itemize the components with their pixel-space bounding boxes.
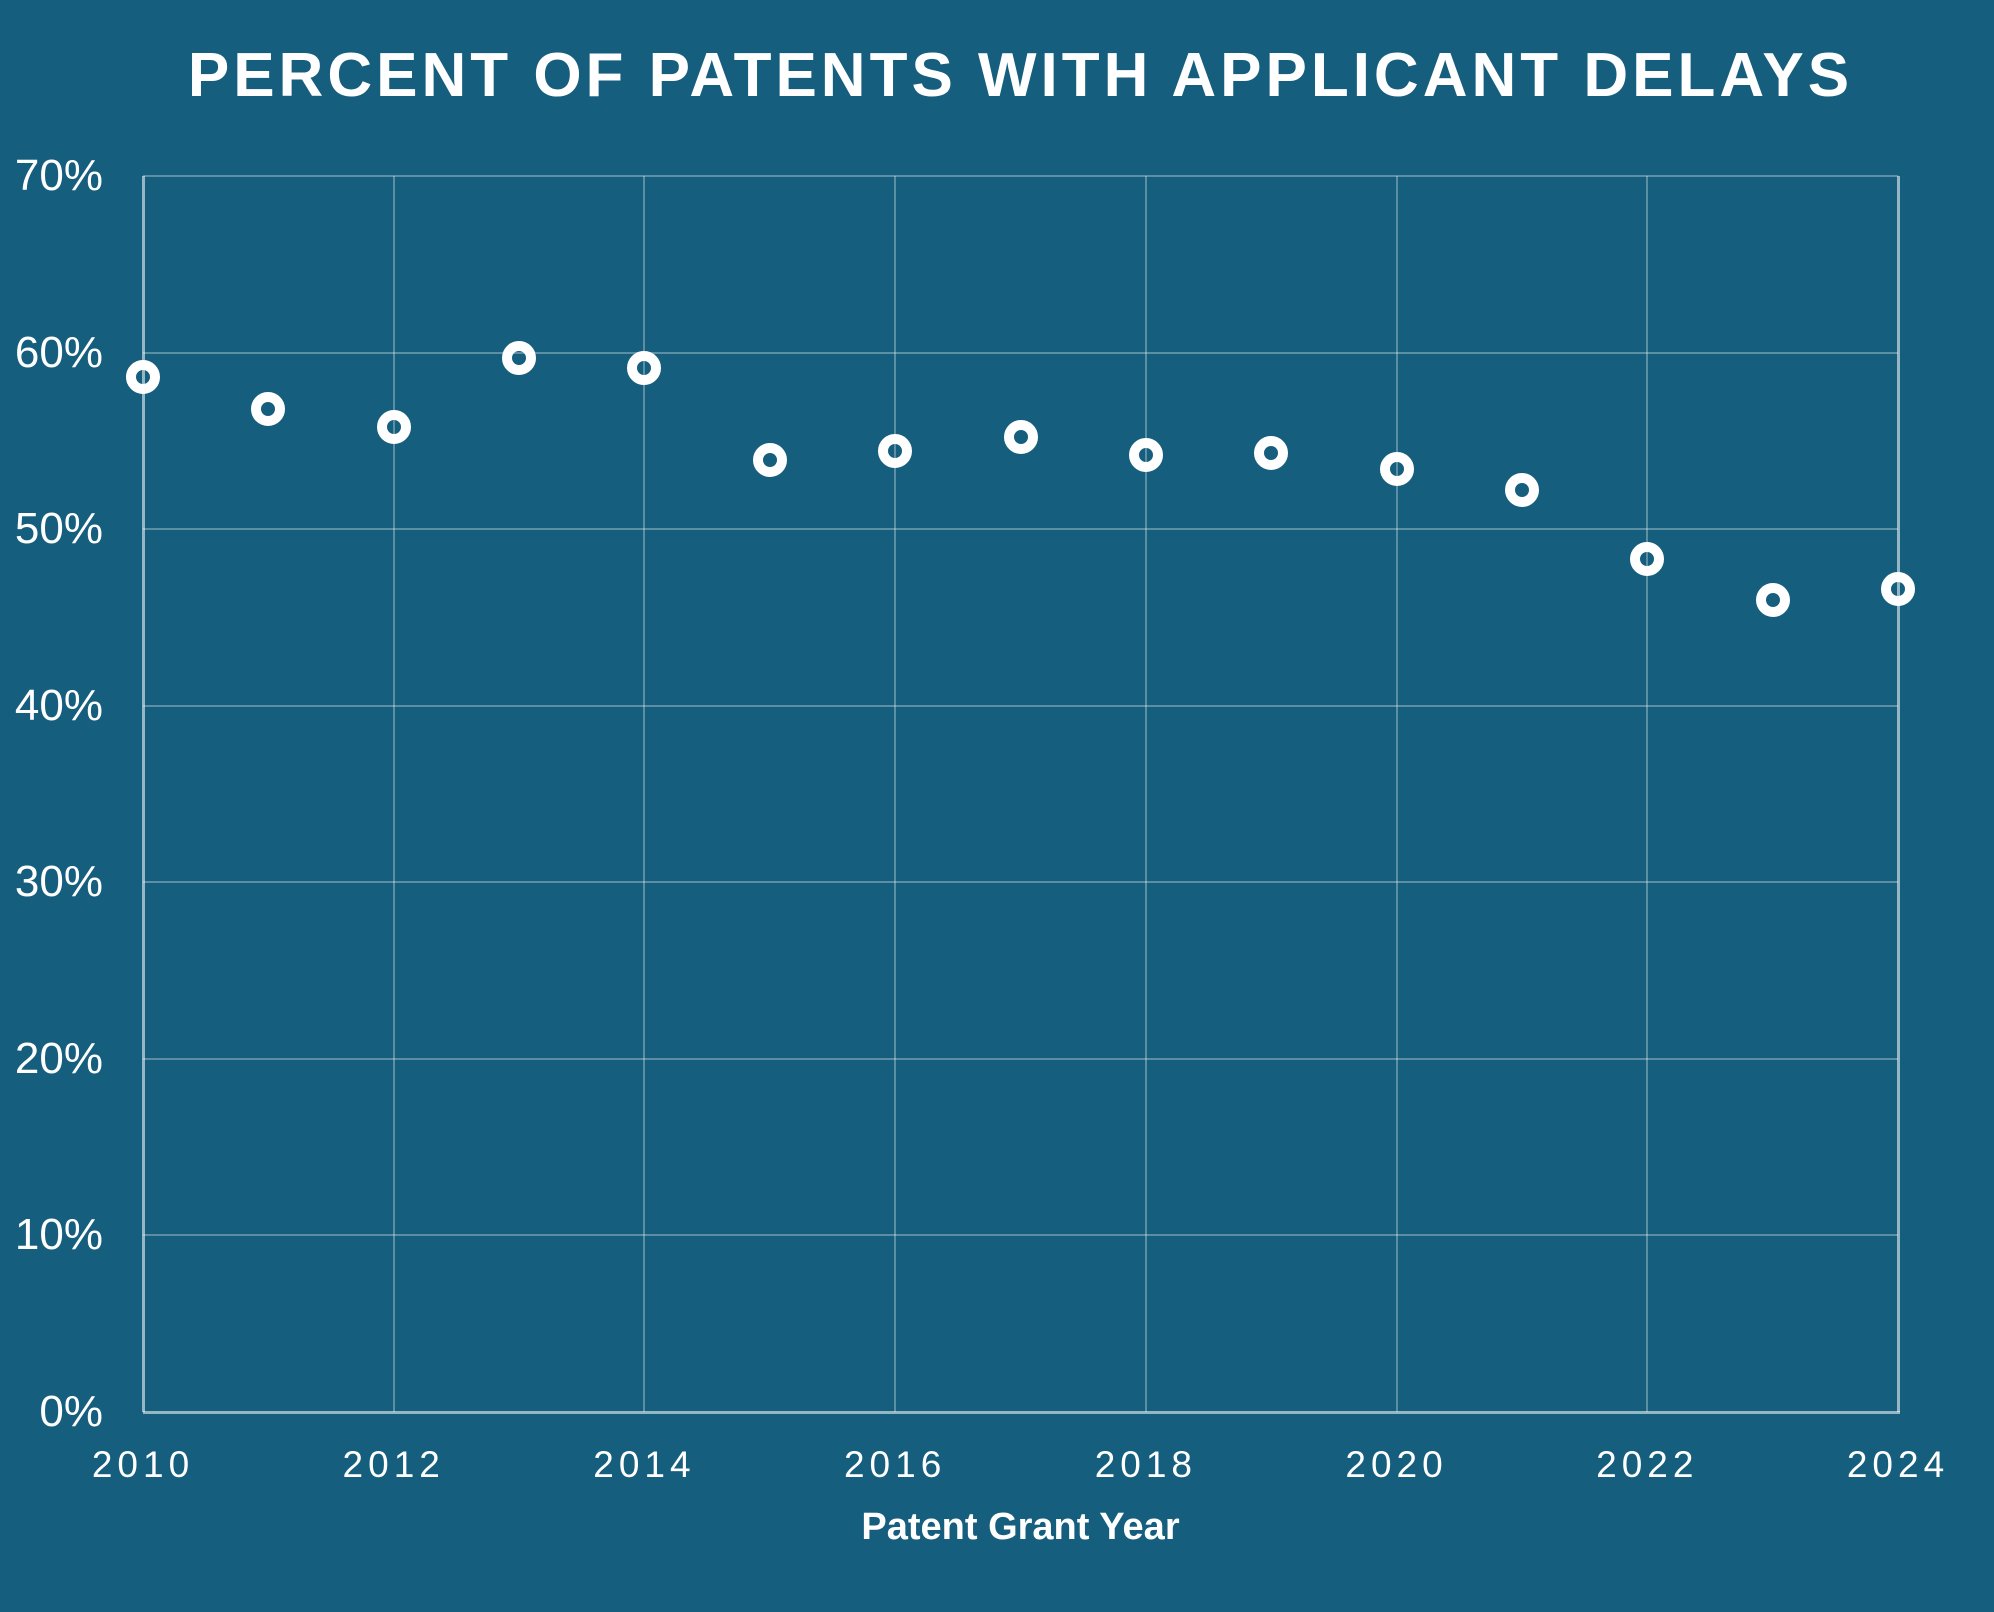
data-point-2019 <box>1254 436 1289 471</box>
gridline-y-20 <box>143 1057 1898 1060</box>
right-axis-line <box>1897 176 1900 1412</box>
gridline-y-70 <box>143 175 1898 177</box>
gridline-x-2022 <box>1646 176 1649 1412</box>
y-tick-label-40: 40% <box>14 680 103 730</box>
data-point-2022 <box>1630 542 1665 577</box>
gridline-y-50 <box>143 528 1898 531</box>
y-tick-label-60: 60% <box>14 327 103 377</box>
gridline-x-2012 <box>392 176 395 1412</box>
data-point-2015 <box>752 443 787 478</box>
gridline-x-2014 <box>643 176 646 1412</box>
x-axis-line <box>143 1411 1900 1414</box>
gridline-y-10 <box>143 1234 1898 1237</box>
data-point-2023 <box>1755 582 1790 617</box>
y-tick-label-10: 10% <box>14 1210 103 1260</box>
x-tick-label-2016: 2016 <box>843 1444 947 1485</box>
gridline-y-30 <box>143 881 1898 884</box>
gridline-y-60 <box>143 351 1898 354</box>
y-tick-label-70: 70% <box>14 151 103 200</box>
data-point-2012 <box>376 409 411 444</box>
data-point-2011 <box>251 392 286 427</box>
data-point-2014 <box>627 351 662 386</box>
x-tick-label-2022: 2022 <box>1596 1444 1699 1485</box>
data-point-2016 <box>878 434 913 469</box>
data-point-2021 <box>1504 473 1539 508</box>
gridline-x-2020 <box>1395 176 1398 1412</box>
x-tick-label-2018: 2018 <box>1094 1444 1197 1485</box>
y-tick-label-30: 30% <box>14 857 103 907</box>
y-axis-line <box>142 176 145 1412</box>
gridline-y-40 <box>143 704 1898 707</box>
data-point-2020 <box>1379 452 1414 487</box>
data-point-2010 <box>126 360 160 395</box>
gridline-x-2018 <box>1144 176 1147 1412</box>
x-tick-label-2012: 2012 <box>342 1444 445 1485</box>
y-tick-label-50: 50% <box>14 504 103 554</box>
y-tick-label-20: 20% <box>14 1033 103 1083</box>
gridline-x-2016 <box>894 176 897 1412</box>
data-point-2024 <box>1881 572 1915 607</box>
x-tick-label-2024: 2024 <box>1846 1444 1950 1485</box>
data-point-2013 <box>502 340 537 375</box>
x-axis-title: Patent Grant Year <box>861 1506 1180 1548</box>
x-tick-label-2020: 2020 <box>1345 1444 1448 1485</box>
x-tick-label-2014: 2014 <box>593 1444 696 1485</box>
chart-title: PERCENT OF PATENTS WITH APPLICANT DELAYS <box>187 41 1854 110</box>
x-tick-label-2010: 2010 <box>91 1444 195 1485</box>
y-tick-label-0: 0% <box>39 1387 103 1436</box>
data-point-2018 <box>1128 437 1163 472</box>
data-point-2017 <box>1003 420 1038 455</box>
